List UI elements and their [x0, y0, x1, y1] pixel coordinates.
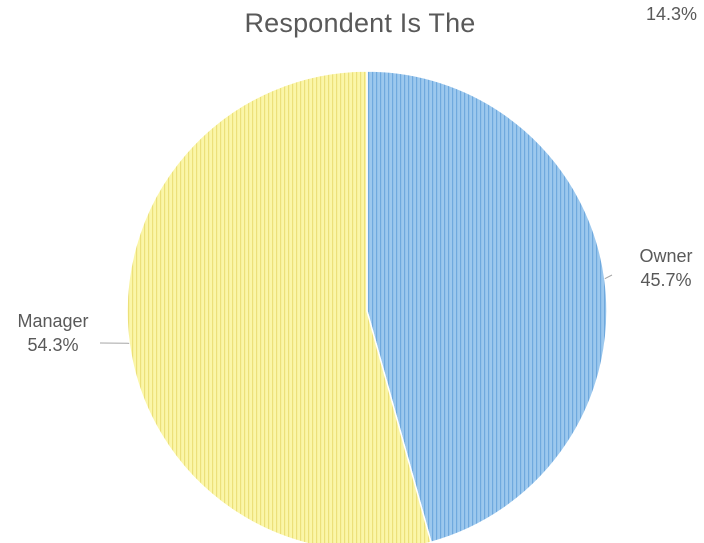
slice-value-label-manager: 54.3%: [27, 335, 78, 355]
pie-slice-manager: [126, 70, 432, 543]
slice-label-manager: Manager: [17, 311, 88, 331]
corner-percentage-label: 14.3%: [645, 4, 697, 24]
leader-line-owner: [604, 274, 613, 280]
slice-value-label-owner: 45.7%: [640, 270, 691, 290]
chart-title: Respondent Is The: [244, 8, 476, 38]
slice-label-owner: Owner: [639, 246, 692, 266]
